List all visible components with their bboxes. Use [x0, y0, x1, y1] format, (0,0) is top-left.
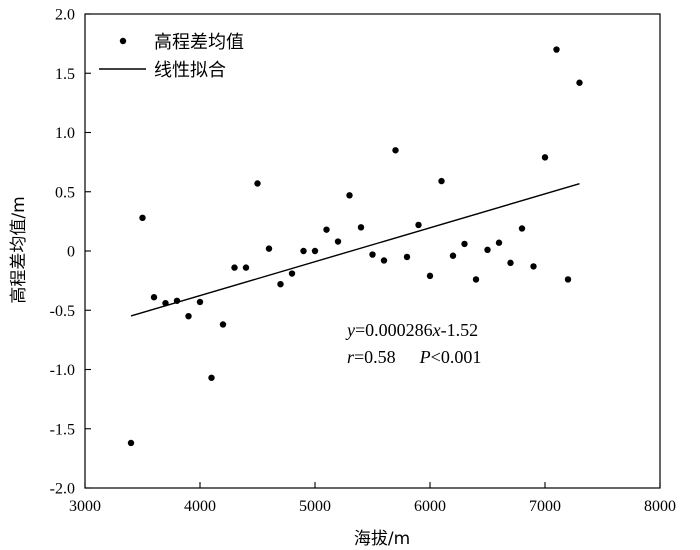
plot-frame — [84, 13, 661, 489]
data-point — [139, 214, 146, 222]
plot-border — [84, 13, 661, 489]
data-point — [208, 374, 215, 381]
data-point — [231, 264, 238, 271]
data-point — [127, 439, 135, 447]
data-point — [472, 276, 480, 283]
fit-line-series — [130, 183, 580, 317]
data-point — [357, 224, 365, 231]
data-point — [426, 272, 434, 280]
data-point — [288, 270, 296, 277]
data-point — [495, 239, 503, 246]
data-point — [518, 225, 526, 232]
x-tick-label: 6000 — [414, 498, 446, 515]
legend: 高程差均值 线性拟合 — [99, 32, 244, 81]
data-point — [185, 312, 192, 320]
data-point — [392, 147, 399, 154]
y-tick-label: 0 — [67, 244, 75, 261]
y-tick-label: 1.0 — [55, 125, 75, 142]
data-point — [219, 321, 227, 328]
fit-line — [130, 183, 580, 317]
data-point — [564, 276, 572, 283]
y-tick-label: -2.0 — [50, 481, 75, 498]
x-tick-label: 4000 — [184, 498, 216, 515]
data-point — [265, 245, 273, 252]
y-axis-title: 高程差均值/m — [9, 196, 29, 303]
legend-marker-scatter — [119, 37, 127, 45]
y-tick-label: 0.5 — [55, 184, 75, 201]
x-tick-label: 7000 — [529, 498, 561, 515]
legend-label-scatter: 高程差均值 — [154, 32, 244, 53]
x-tick-label: 8000 — [644, 498, 676, 515]
regression-equation: y=0.000286x-1.52 — [345, 320, 478, 340]
legend-label-line: 线性拟合 — [154, 60, 226, 81]
data-point — [484, 246, 491, 254]
y-axis-ticks: 2.0 1.5 1.0 0.5 0 -0.5 -1.0 -1.5 -2.0 — [50, 7, 91, 498]
data-point — [530, 263, 537, 270]
data-point — [323, 226, 330, 233]
x-tick-label: 3000 — [69, 498, 101, 515]
x-tick-label: 5000 — [299, 498, 331, 515]
data-point — [380, 257, 388, 264]
y-tick-label: -1.0 — [50, 362, 75, 379]
data-point — [311, 247, 319, 255]
data-point — [277, 280, 284, 288]
data-point — [415, 221, 422, 229]
y-tick-label: 2.0 — [55, 7, 75, 24]
data-point — [346, 192, 353, 199]
data-point — [254, 180, 261, 187]
data-point — [576, 79, 583, 86]
data-point — [553, 46, 560, 53]
regression-stats: r=0.58 P<0.001 — [347, 347, 481, 367]
scatter-series — [127, 46, 583, 447]
data-point — [369, 251, 376, 258]
data-point — [403, 253, 411, 261]
data-point — [438, 177, 445, 185]
data-point — [334, 238, 342, 245]
data-point — [461, 240, 468, 248]
data-point — [242, 264, 250, 271]
data-point — [507, 259, 514, 267]
data-point — [541, 154, 549, 161]
x-axis-ticks: 3000 4000 5000 6000 7000 8000 — [69, 482, 676, 515]
y-tick-label: -1.5 — [50, 421, 75, 438]
data-point — [300, 247, 307, 255]
data-point — [196, 298, 204, 306]
y-tick-label: -0.5 — [50, 303, 75, 320]
data-point — [150, 294, 158, 301]
x-axis-title: 海拔/m — [354, 529, 410, 549]
data-point — [449, 252, 457, 259]
y-tick-label: 1.5 — [55, 66, 75, 83]
